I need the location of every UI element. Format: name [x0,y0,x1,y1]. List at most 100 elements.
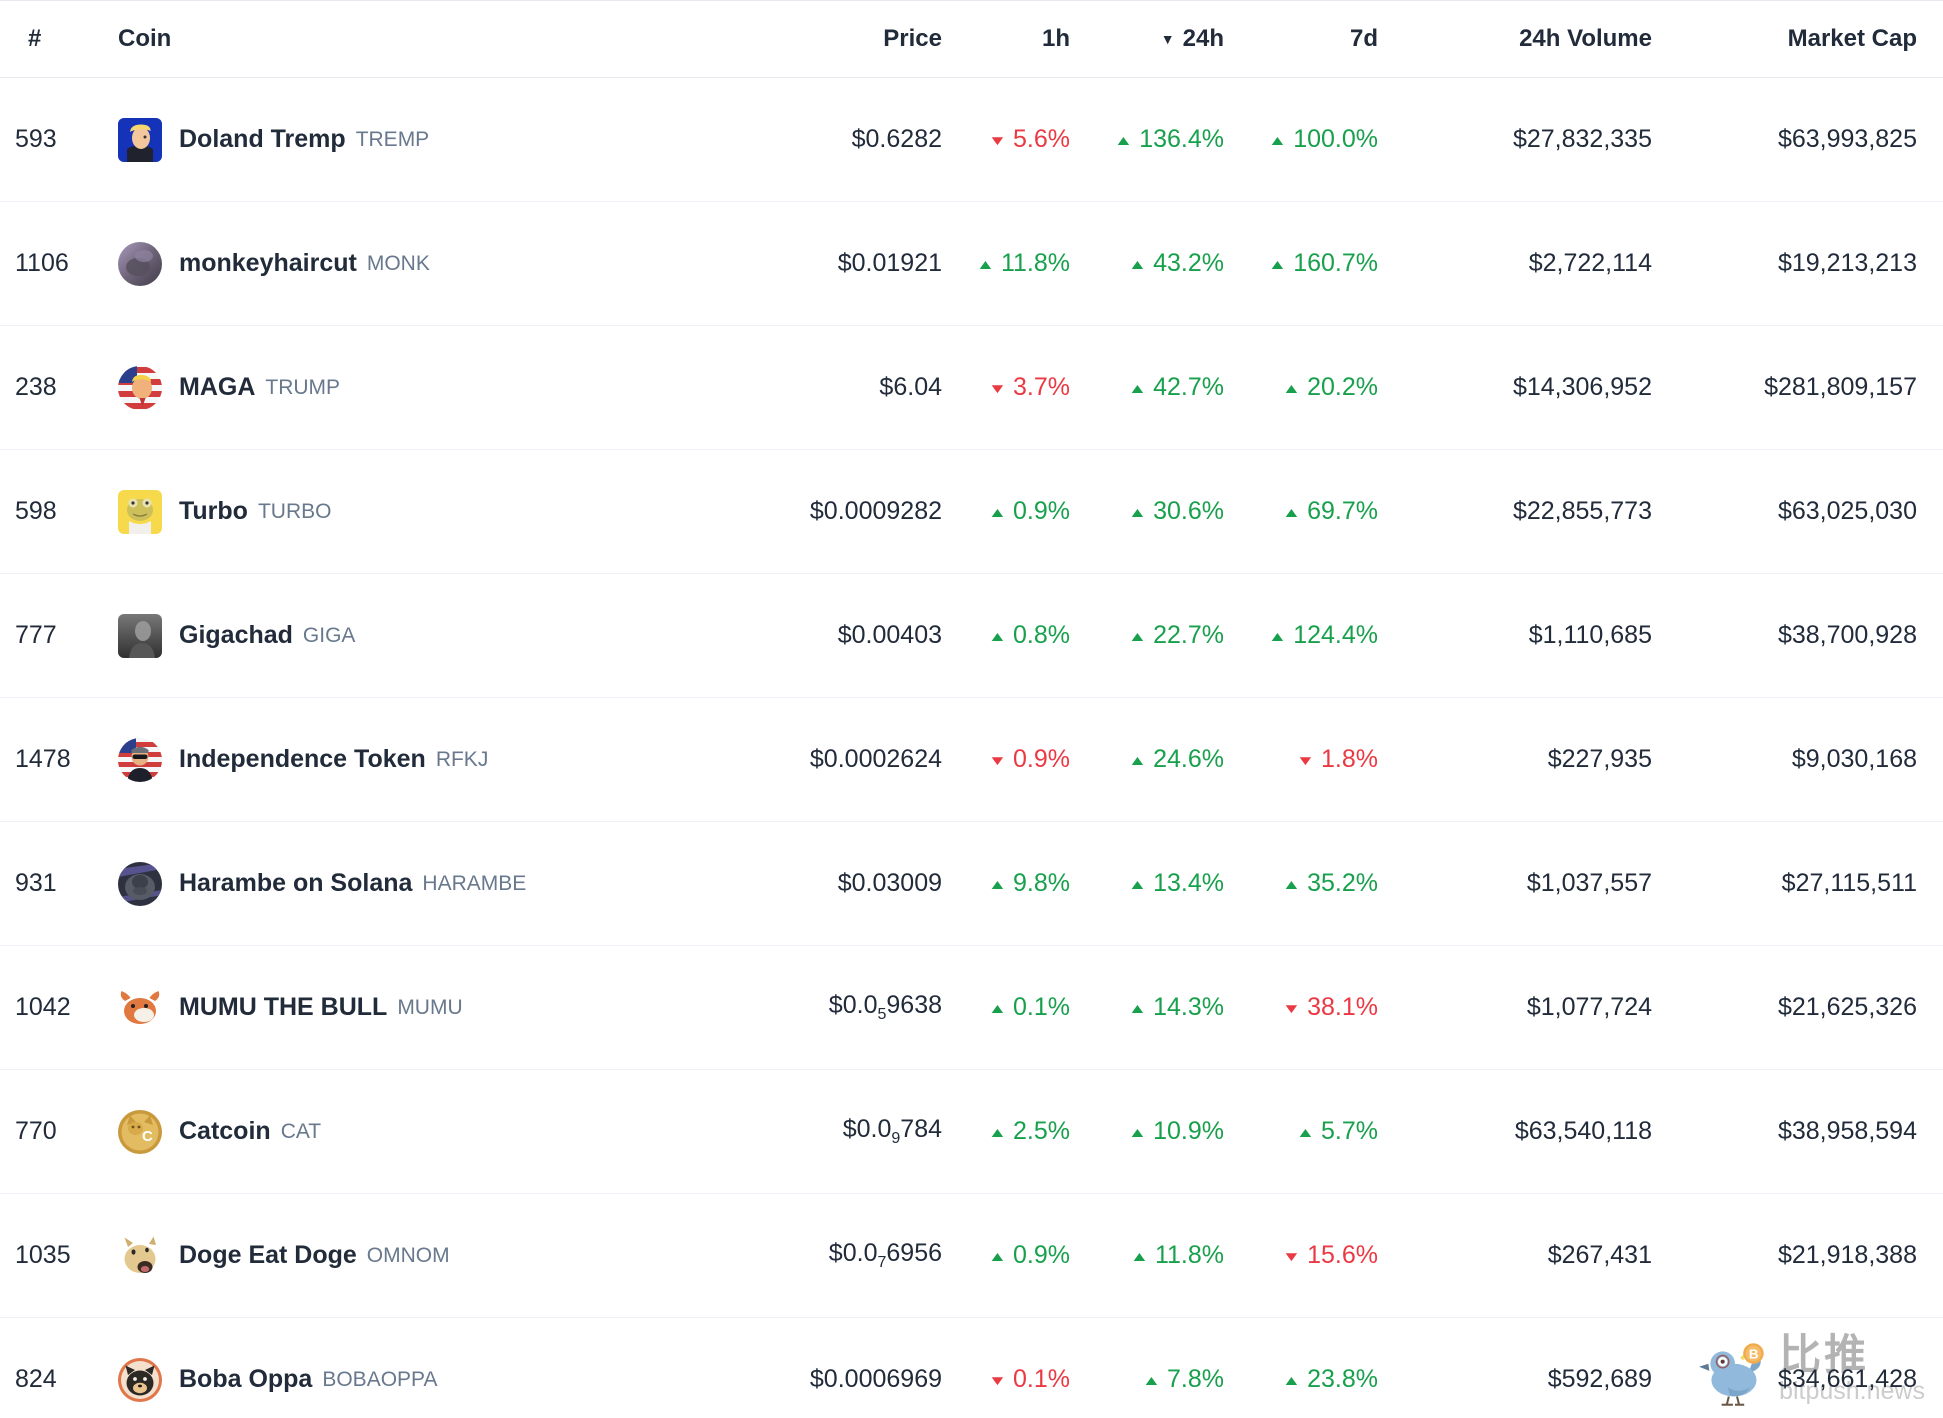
coin-rank: 1042 [15,993,71,1021]
coin-rank: 593 [15,125,57,153]
coin-rank: 1478 [15,745,71,773]
coin-name: Catcoin [179,1117,271,1145]
coin-market-cap: $21,918,388 [1777,1241,1917,1269]
table-row[interactable]: 1106 monkeyhaircut MONK $0.01921 ▲ 11.8% … [0,202,1943,326]
up-arrow-icon: ▲ [1282,505,1302,521]
coin-change-7d: ▲ 20.2% [1282,373,1378,401]
table-header: # Coin Price 1h ▼ 24h 7d 24h Volume Marke… [0,0,1943,78]
column-header-price[interactable]: Price [883,25,942,52]
turbo-avatar [118,489,162,534]
up-arrow-icon: ▲ [987,629,1008,645]
up-arrow-icon: ▲ [1282,877,1302,893]
coin-change-7d: ▲ 69.7% [1282,497,1378,525]
up-arrow-icon: ▲ [987,877,1008,893]
coin-name: MAGA [179,373,256,401]
coin-name: MUMU THE BULL [179,993,388,1021]
coin-change-7d: ▲ 124.4% [1268,621,1378,649]
coin-volume-24h: $1,077,724 [1526,993,1652,1021]
coin-market-cap: $63,025,030 [1777,497,1917,525]
up-arrow-icon: ▲ [1128,753,1148,769]
table-row[interactable]: 1478 Independence Token RFKJ $0.0002624 … [0,698,1943,822]
coin-symbol: TREMP [355,127,430,151]
coin-price: $0.09784 [842,1115,942,1147]
up-arrow-icon: ▲ [1282,381,1302,397]
up-arrow-icon: ▲ [1128,257,1148,273]
coin-change-24h: ▲ 42.7% [1128,373,1224,401]
coin-price: $0.01921 [837,249,942,277]
coin-volume-24h: $592,689 [1547,1365,1652,1393]
column-header-24h-label: 24h [1182,25,1224,52]
coin-change-1h: ▲ 0.8% [987,621,1070,649]
column-header-coin[interactable]: Coin [118,25,172,52]
coin-rank: 777 [15,621,57,649]
coin-symbol: OMNOM [366,1243,450,1267]
coin-change-24h: ▲ 136.4% [1114,125,1224,153]
coin-change-7d: ▲ 100.0% [1268,125,1378,153]
column-header-volume[interactable]: 24h Volume [1519,25,1652,52]
up-arrow-icon: ▲ [987,1249,1008,1265]
watermark: B 比推 bitpush.news [1695,1334,1925,1408]
coin-cell[interactable]: monkeyhaircut MONK [95,241,645,286]
coin-change-7d: ▼ 1.8% [1295,745,1378,773]
coin-market-cap: $38,700,928 [1777,621,1917,649]
coin-symbol: RFKJ [435,747,489,771]
coin-market-cap: $63,993,825 [1777,125,1917,153]
table-row[interactable]: 931 Harambe on Solana HARAMBE $0.03009 ▲… [0,822,1943,946]
coin-cell[interactable]: Boba Oppa BOBAOPPA [95,1357,645,1402]
table-row[interactable]: 824 Boba Oppa BOBAOPPA $0.0006969 ▼ 0.1% … [0,1318,1943,1418]
coin-market-cap: $38,958,594 [1777,1117,1917,1145]
coin-symbol: MUMU [397,995,463,1019]
coin-symbol: GIGA [302,623,356,647]
coin-cell[interactable]: MAGA TRUMP [95,365,645,410]
coin-change-1h: ▼ 3.7% [987,373,1070,401]
up-arrow-icon: ▲ [1128,877,1148,893]
coin-market-cap: $9,030,168 [1791,745,1917,773]
coin-cell[interactable]: Doland Tremp TREMP [95,117,645,162]
table-row[interactable]: 1035 Doge Eat Doge OMNOM $0.076956 ▲ 0.9%… [0,1194,1943,1318]
coin-change-1h: ▲ 11.8% [975,249,1070,277]
mumu-bull-avatar [118,986,162,1030]
coin-change-1h: ▲ 0.9% [987,1241,1070,1269]
table-row[interactable]: 238 MAGA TRUMP $6.04 ▼ 3.7% ▲ 42.7% ▲ 20.2%… [0,326,1943,450]
coin-cell[interactable]: C Catcoin CAT [95,1109,645,1154]
table-row[interactable]: 770 C Catcoin CAT $0.09784 ▲ 2.5% ▲ 10.9% … [0,1070,1943,1194]
coin-volume-24h: $227,935 [1547,745,1652,773]
coin-change-24h: ▲ 13.4% [1128,869,1224,897]
coin-cell[interactable]: MUMU THE BULL MUMU [95,986,645,1030]
coin-volume-24h: $22,855,773 [1512,497,1652,525]
coin-volume-24h: $1,037,557 [1526,869,1652,897]
up-arrow-icon: ▲ [987,505,1008,521]
coin-cell[interactable]: Gigachad GIGA [95,613,645,658]
table-row[interactable]: 1042 MUMU THE BULL MUMU $0.059638 ▲ 0.1% … [0,946,1943,1070]
watermark-text: 比推 bitpush.news [1779,1334,1925,1404]
maga-avatar [118,365,162,410]
up-arrow-icon: ▲ [1128,1125,1148,1141]
watermark-site: bitpush.news [1779,1377,1925,1405]
coin-change-24h: ▲ 11.8% [1129,1241,1224,1269]
coin-volume-24h: $1,110,685 [1528,621,1652,649]
watermark-brand: 比推 [1779,1331,1870,1378]
column-header-1h[interactable]: 1h [1041,25,1070,52]
column-header-market-cap[interactable]: Market Cap [1787,25,1917,52]
coin-cell[interactable]: Harambe on Solana HARAMBE [95,861,645,906]
coin-market-cap: $34,661,428 [1777,1365,1917,1393]
coin-name: Boba Oppa [179,1365,313,1393]
coin-volume-24h: $27,832,335 [1512,125,1652,153]
coin-market-cap: $19,213,213 [1777,249,1917,277]
coin-cell[interactable]: Turbo TURBO [95,489,645,534]
table-row[interactable]: 777 Gigachad GIGA $0.00403 ▲ 0.8% ▲ 22.7% … [0,574,1943,698]
column-header-rank[interactable]: # [28,25,42,52]
svg-text:C: C [142,1128,153,1145]
up-arrow-icon: ▲ [1268,257,1288,273]
coin-change-1h: ▲ 2.5% [987,1117,1070,1145]
down-arrow-icon: ▼ [987,1373,1008,1389]
coin-cell[interactable]: Independence Token RFKJ [95,737,645,782]
table-row[interactable]: 598 Turbo TURBO $0.0009282 ▲ 0.9% ▲ 30.6% … [0,450,1943,574]
coin-rank: 238 [15,373,57,401]
column-header-7d[interactable]: 7d [1349,25,1378,52]
coin-cell[interactable]: Doge Eat Doge OMNOM [95,1234,645,1278]
coin-symbol: TURBO [257,499,332,523]
table-row[interactable]: 593 Doland Tremp TREMP $0.6282 ▼ 5.6% ▲ 13… [0,78,1943,202]
column-header-24h[interactable]: ▼ 24h [1070,25,1224,53]
table-body: 593 Doland Tremp TREMP $0.6282 ▼ 5.6% ▲ 13… [0,78,1943,1418]
